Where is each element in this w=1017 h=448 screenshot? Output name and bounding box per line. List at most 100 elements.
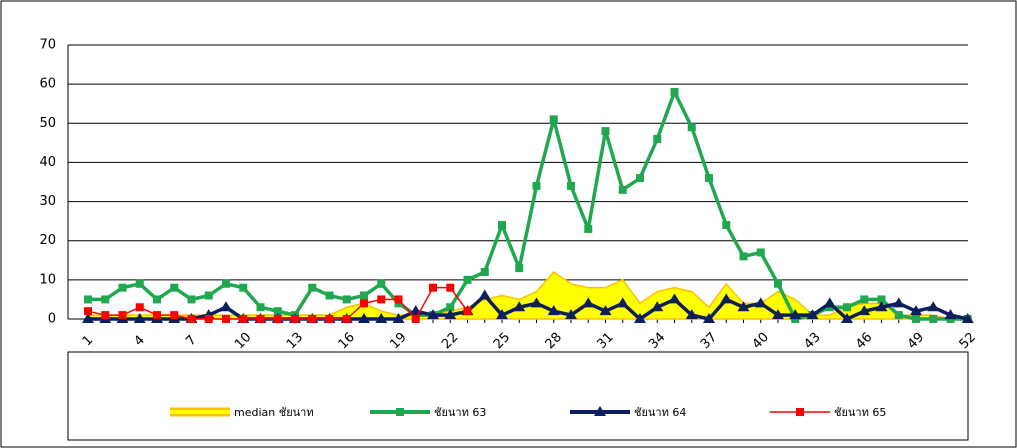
data-point <box>892 297 905 308</box>
y-tick-label: 50 <box>39 116 56 131</box>
legend-box <box>67 351 969 441</box>
data-point <box>377 279 386 288</box>
data-point <box>634 313 646 323</box>
data-point <box>737 301 750 312</box>
data-point <box>858 305 871 316</box>
data-point <box>394 295 403 304</box>
data-point <box>772 309 784 320</box>
data-point <box>342 315 351 323</box>
data-point <box>549 115 558 124</box>
data-point <box>912 315 920 323</box>
data-point <box>135 279 144 288</box>
data-point <box>877 295 886 304</box>
data-point <box>392 313 405 323</box>
data-point <box>720 293 733 304</box>
data-point <box>653 134 662 143</box>
data-point <box>291 315 299 323</box>
y-tick-label: 30 <box>39 194 56 209</box>
data-point <box>446 303 455 312</box>
data-point <box>118 283 127 292</box>
data-point <box>754 297 767 308</box>
data-point <box>875 301 888 312</box>
y-tick-label: 60 <box>39 77 56 92</box>
data-point <box>756 248 765 257</box>
data-point <box>944 309 957 320</box>
data-point <box>463 307 472 316</box>
data-point <box>358 313 370 323</box>
data-point <box>651 301 664 312</box>
data-point <box>256 315 265 323</box>
data-point <box>118 311 127 320</box>
data-point <box>133 313 146 323</box>
data-point <box>84 307 92 316</box>
data-point <box>927 301 940 312</box>
legend-label: ชัยนาท 63 <box>434 406 486 419</box>
data-point <box>567 181 575 190</box>
data-point <box>687 123 696 132</box>
data-point <box>342 295 351 304</box>
data-point <box>325 291 334 300</box>
legend-label: median ชัยนาท <box>234 406 314 419</box>
data-point <box>444 309 457 320</box>
data-point <box>823 297 836 308</box>
data-point <box>273 307 282 316</box>
data-point <box>204 315 213 323</box>
data-point <box>480 268 489 277</box>
data-point <box>84 295 92 304</box>
data-point <box>360 299 368 308</box>
data-point <box>532 181 541 190</box>
data-point <box>722 221 731 230</box>
data-point <box>774 279 782 288</box>
data-point <box>530 297 543 308</box>
data-point <box>478 289 491 300</box>
data-point <box>308 315 317 323</box>
data-point <box>910 305 922 316</box>
data-point <box>705 174 713 183</box>
data-point <box>153 311 161 320</box>
data-point <box>599 305 612 316</box>
y-tick-label: 40 <box>39 155 56 170</box>
data-point <box>170 311 179 320</box>
data-point <box>806 309 819 320</box>
data-point <box>498 221 506 230</box>
data-point <box>961 313 974 323</box>
data-point <box>101 311 110 320</box>
data-point <box>513 301 526 312</box>
data-point <box>429 283 437 292</box>
data-point <box>685 309 698 320</box>
data-point <box>636 174 644 183</box>
data-point <box>668 293 681 304</box>
data-point <box>308 283 317 292</box>
data-point <box>375 313 388 323</box>
data-point <box>584 224 593 233</box>
data-point <box>789 309 802 320</box>
data-point <box>582 297 595 308</box>
data-point <box>843 303 851 312</box>
data-point <box>446 283 455 292</box>
data-point <box>515 264 524 273</box>
data-point <box>463 275 472 284</box>
data-point <box>153 295 161 304</box>
y-tick-label: 10 <box>39 272 56 287</box>
data-point <box>170 283 179 292</box>
legend-marker <box>594 406 606 416</box>
data-point <box>860 295 869 304</box>
data-point <box>601 127 610 136</box>
data-point <box>411 315 420 323</box>
data-point <box>496 309 508 320</box>
data-point <box>256 303 265 312</box>
data-point <box>565 309 577 320</box>
data-point <box>187 295 196 304</box>
series-line <box>88 293 969 321</box>
y-tick-label: 0 <box>48 312 56 327</box>
data-point <box>325 315 334 323</box>
data-point <box>929 315 938 323</box>
data-point <box>239 283 248 292</box>
data-point <box>187 315 196 323</box>
legend-label: ชัยนาท 65 <box>834 406 886 419</box>
data-point <box>360 291 368 300</box>
data-point <box>841 313 853 323</box>
data-point <box>703 313 715 323</box>
data-point <box>273 315 282 323</box>
